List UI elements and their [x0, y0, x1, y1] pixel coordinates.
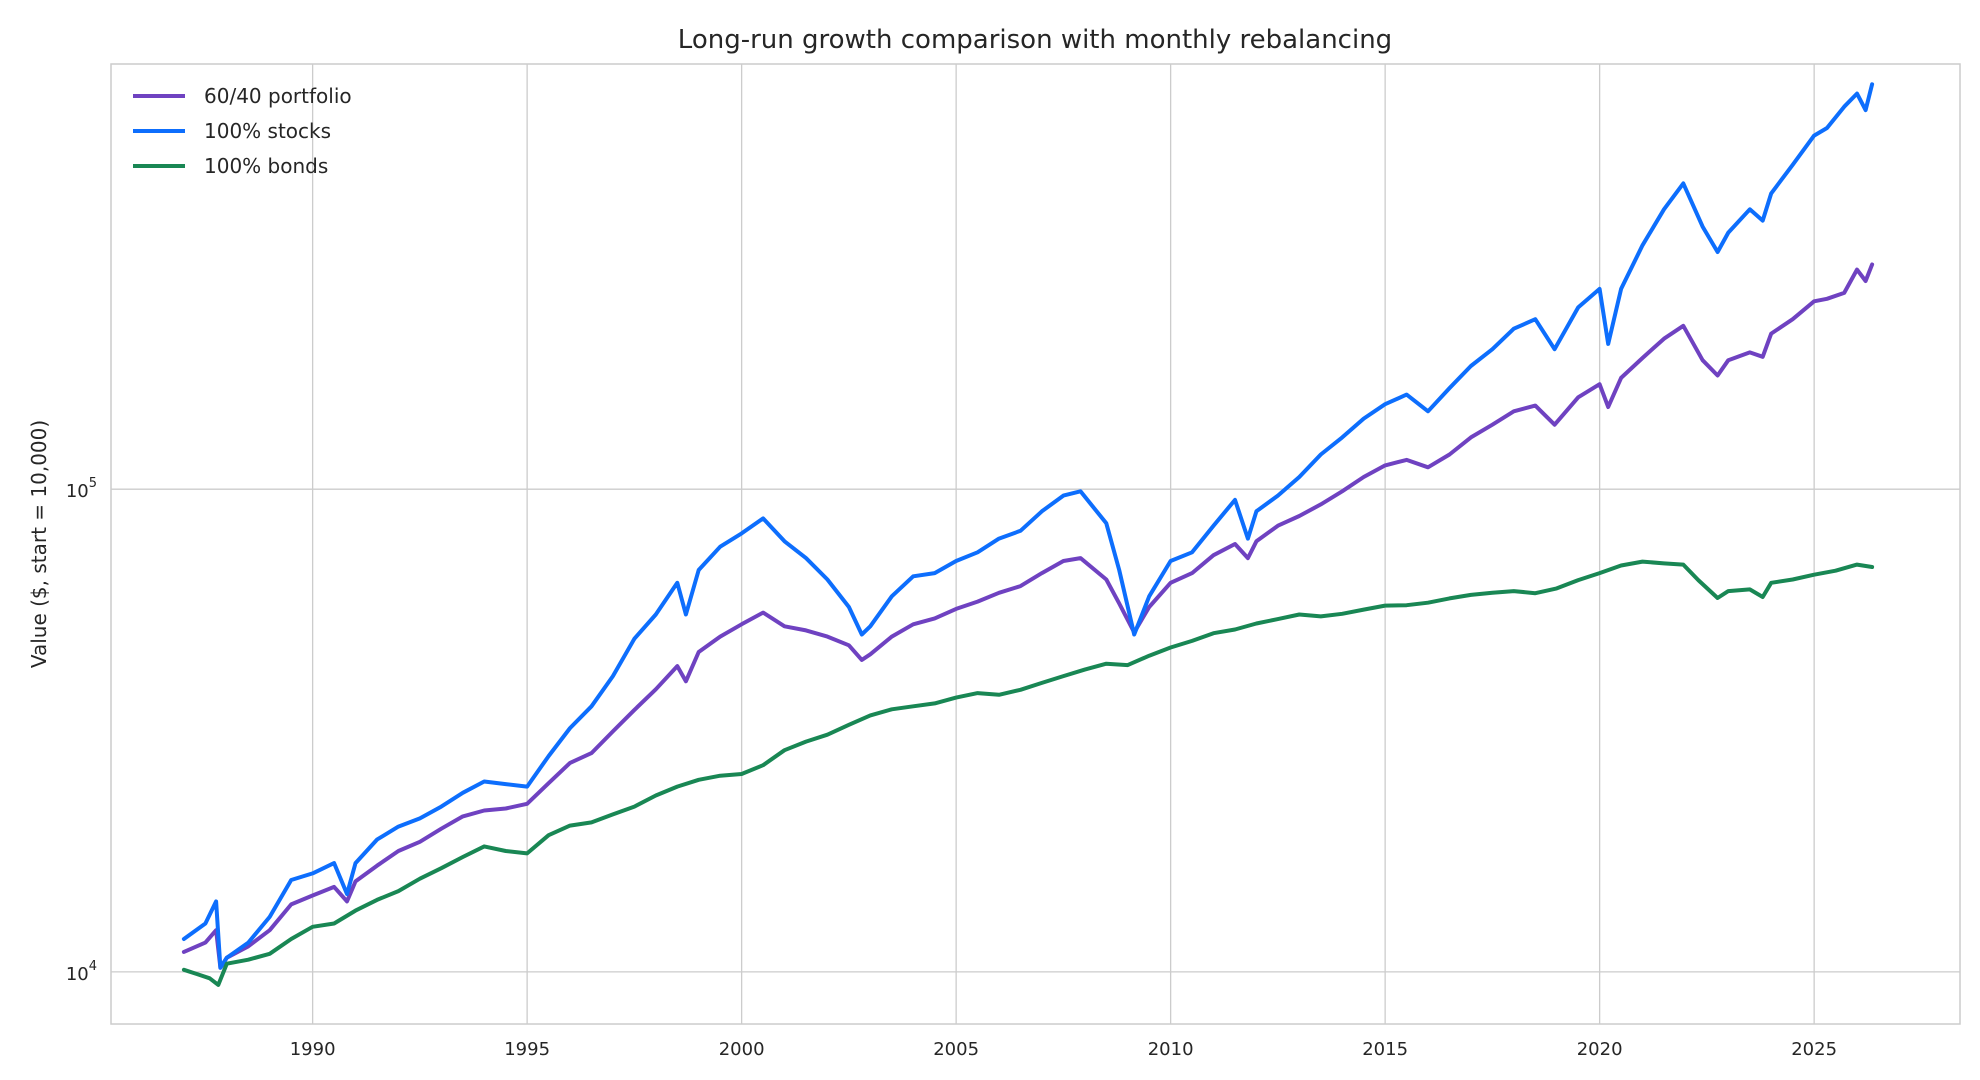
- x-tick-label: 2015: [1362, 1039, 1408, 1060]
- legend: 60/40 portfolio 100% stocks 100% bonds: [133, 84, 352, 178]
- series-line-3: [181, 559, 1875, 987]
- chart-title: Long-run growth comparison with monthly …: [678, 25, 1392, 55]
- x-tick-label: 2010: [1148, 1039, 1194, 1060]
- y-axis-label: Value ($, start = 10,000): [27, 420, 51, 668]
- y-axis-ticks: 104 105: [66, 476, 97, 985]
- y-tick-label: 105: [66, 476, 97, 502]
- series-line-1: [181, 262, 1875, 970]
- plot-frame: [110, 63, 1961, 1025]
- x-tick-label: 1995: [504, 1039, 550, 1060]
- grid: [111, 64, 1960, 1024]
- x-axis-ticks: 1990 1995 2000 2005 2010 2015 2020 2025: [290, 1039, 1837, 1060]
- x-tick-label: 2000: [719, 1039, 765, 1060]
- x-tick-label: 1990: [290, 1039, 336, 1060]
- legend-label: 60/40 portfolio: [204, 84, 352, 108]
- series-line-2: [181, 82, 1875, 970]
- x-tick-label: 2005: [933, 1039, 979, 1060]
- x-tick-label: 2020: [1577, 1039, 1623, 1060]
- legend-label: 100% stocks: [204, 119, 331, 143]
- legend-label: 100% bonds: [204, 154, 328, 178]
- x-tick-label: 2025: [1791, 1039, 1837, 1060]
- y-tick-label: 104: [66, 959, 97, 985]
- series-lines: [181, 82, 1875, 987]
